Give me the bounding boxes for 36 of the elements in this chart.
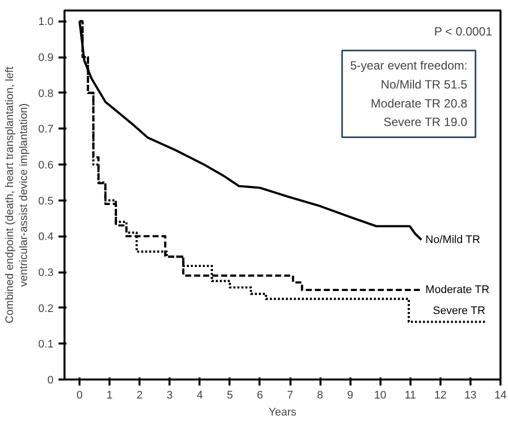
- x-tick-label: 14: [494, 390, 507, 402]
- x-tick-label: 8: [317, 390, 324, 402]
- annotation: No/Mild TR 51.5: [380, 77, 468, 92]
- x-tick-label: 10: [374, 390, 386, 402]
- y-tick-label: 0.9: [38, 52, 54, 64]
- x-tick-label: 13: [464, 390, 477, 402]
- y-tick-label: 0.3: [38, 267, 54, 280]
- y-tick-label: 0.8: [38, 88, 54, 100]
- annotation: Moderate TR 20.8: [370, 96, 468, 110]
- y-tick-label: 0.4: [38, 231, 54, 244]
- annotation: P < 0.0001: [434, 24, 493, 38]
- x-tick-label: 2: [136, 390, 143, 402]
- x-tick-label: 3: [166, 390, 173, 402]
- x-tick-label: 6: [256, 390, 264, 402]
- y-tick-label: 0.7: [38, 124, 54, 136]
- x-tick-label: 4: [196, 390, 203, 402]
- x-tick-label: 7: [286, 390, 294, 402]
- series-label: Severe TR: [432, 304, 486, 317]
- y-tick-label: 0.6: [38, 160, 54, 172]
- x-tick-label: 11: [404, 390, 416, 402]
- annotation: 5-year event freedom:: [350, 58, 468, 72]
- series-label: No/Mild TR: [425, 234, 480, 246]
- series-label: Moderate TR: [425, 284, 490, 296]
- y-tick-label: 0.1: [38, 338, 54, 351]
- y-tick-label: 0.5: [38, 195, 54, 208]
- x-tick-label: 9: [347, 390, 354, 402]
- y-tick-label: 1.0: [38, 16, 54, 28]
- y-tick-label: 0.2: [38, 302, 54, 315]
- x-tick-label: 0: [76, 390, 83, 402]
- x-axis-title: Years: [268, 406, 297, 418]
- x-tick-label: 12: [434, 390, 446, 402]
- x-tick-label: 1: [106, 390, 113, 402]
- y-tick-label: 0: [47, 374, 54, 386]
- annotation: Severe TR 19.0: [383, 115, 468, 130]
- x-tick-label: 5: [226, 390, 233, 402]
- y-axis-title: Combined endpoint (death, heart transplantation, left ventricular-assist device implantation): [4, 66, 30, 324]
